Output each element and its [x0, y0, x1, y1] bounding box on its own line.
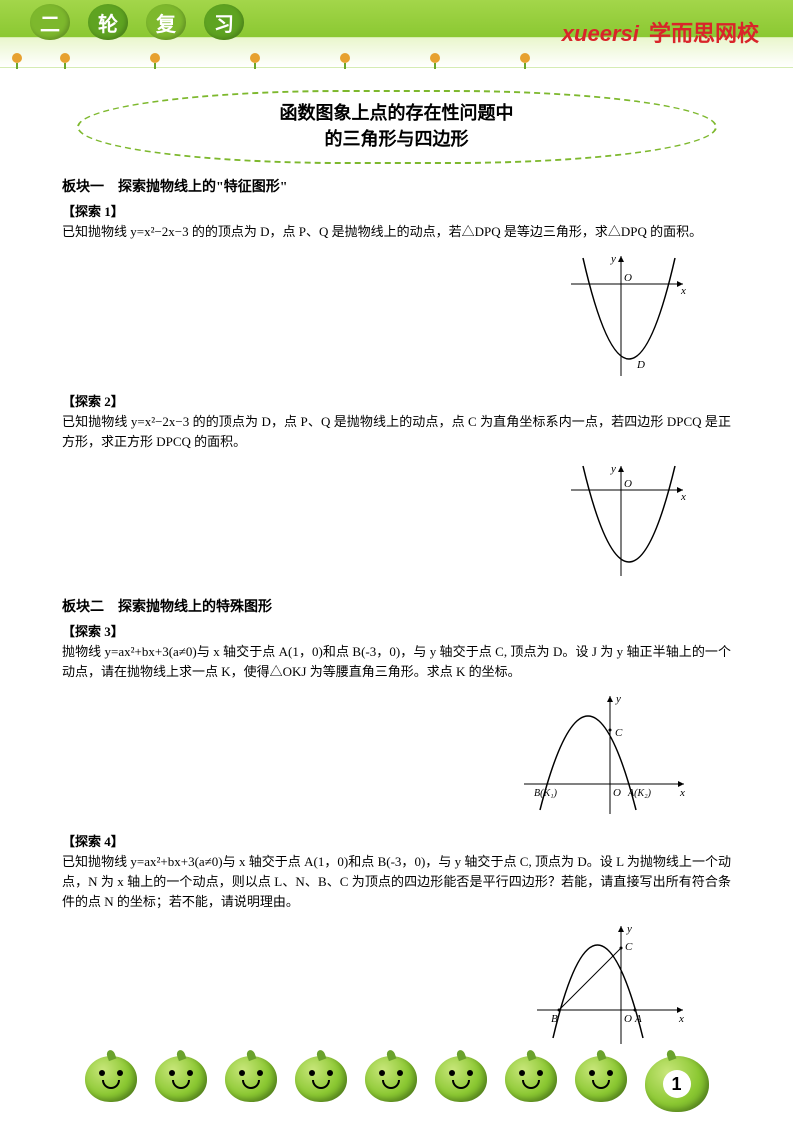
apple-icon	[295, 1056, 347, 1102]
apple-icon	[575, 1056, 627, 1102]
apple-page-badge: 1	[645, 1056, 709, 1112]
banner-title-balloons: 二 轮 复 习	[30, 4, 244, 40]
svg-text:y: y	[615, 693, 621, 705]
balloon-4: 习	[204, 4, 244, 40]
content-body: 板块一 探索抛物线上的"特征图形" 【探索 1】 已知抛物线 y=x²−2x−3…	[0, 178, 793, 1056]
figure-1: O x y D	[62, 250, 691, 386]
svg-text:C: C	[615, 727, 623, 739]
section-1-heading: 板块一 探索抛物线上的"特征图形"	[62, 178, 731, 198]
page-number: 1	[663, 1070, 691, 1098]
explore-2-tag: 【探索 2】	[62, 392, 731, 412]
apple-icon	[435, 1056, 487, 1102]
explore-1-text: 已知抛物线 y=x²−2x−3 的的顶点为 D，点 P、Q 是抛物线上的动点，若…	[62, 222, 731, 242]
apple-icon	[225, 1056, 277, 1102]
svg-text:O: O	[624, 478, 632, 490]
svg-text:A(K₂): A(K₂)	[627, 788, 652, 799]
title-line-2: 的三角形与四边形	[109, 126, 685, 152]
apple-icon	[365, 1056, 417, 1102]
explore-1-tag: 【探索 1】	[62, 202, 731, 222]
page-title-bubble: 函数图象上点的存在性问题中 的三角形与四边形	[77, 90, 717, 164]
svg-text:y: y	[626, 923, 632, 935]
explore-4-text: 已知抛物线 y=ax²+bx+3(a≠0)与 x 轴交于点 A(1，0)和点 B…	[62, 852, 731, 912]
balloon-1: 二	[30, 4, 70, 40]
balloon-2: 轮	[88, 4, 128, 40]
svg-text:O: O	[624, 272, 632, 284]
section-2-heading: 板块二 探索抛物线上的特殊图形	[62, 598, 731, 618]
header-banner: 二 轮 复 习 xueersi 学而思网校	[0, 0, 793, 68]
svg-text:x: x	[679, 787, 685, 799]
svg-text:x: x	[680, 491, 686, 503]
svg-text:B: B	[551, 1013, 558, 1025]
brand-cn: 学而思网校	[649, 21, 759, 46]
apple-icon	[505, 1056, 557, 1102]
figure-3: O x y C B(K₁) A(K₂)	[62, 690, 691, 826]
brand-latin: xueersi	[562, 21, 639, 46]
banner-flowers	[0, 49, 793, 63]
svg-text:B(K₁): B(K₁)	[534, 788, 558, 799]
svg-text:D: D	[636, 359, 645, 371]
apple-icon	[85, 1056, 137, 1102]
explore-4-tag: 【探索 4】	[62, 832, 731, 852]
svg-text:y: y	[610, 463, 616, 475]
svg-text:y: y	[610, 253, 616, 265]
brand-logo: xueersi 学而思网校	[562, 16, 759, 48]
svg-text:O: O	[613, 787, 621, 799]
svg-text:C: C	[625, 941, 633, 953]
figure-4: O x y C B A	[62, 920, 691, 1056]
svg-text:x: x	[680, 285, 686, 297]
explore-2-text: 已知抛物线 y=x²−2x−3 的的顶点为 D，点 P、Q 是抛物线上的动点，点…	[62, 412, 731, 452]
svg-text:O: O	[624, 1013, 632, 1025]
balloon-3: 复	[146, 4, 186, 40]
explore-3-tag: 【探索 3】	[62, 622, 731, 642]
svg-text:x: x	[678, 1013, 684, 1025]
title-line-1: 函数图象上点的存在性问题中	[109, 100, 685, 126]
figure-2: O x y	[62, 460, 691, 586]
footer-apples: 1	[0, 1056, 793, 1112]
apple-icon	[155, 1056, 207, 1102]
explore-3-text: 抛物线 y=ax²+bx+3(a≠0)与 x 轴交于点 A(1，0)和点 B(-…	[62, 642, 731, 682]
svg-text:A: A	[634, 1013, 642, 1025]
